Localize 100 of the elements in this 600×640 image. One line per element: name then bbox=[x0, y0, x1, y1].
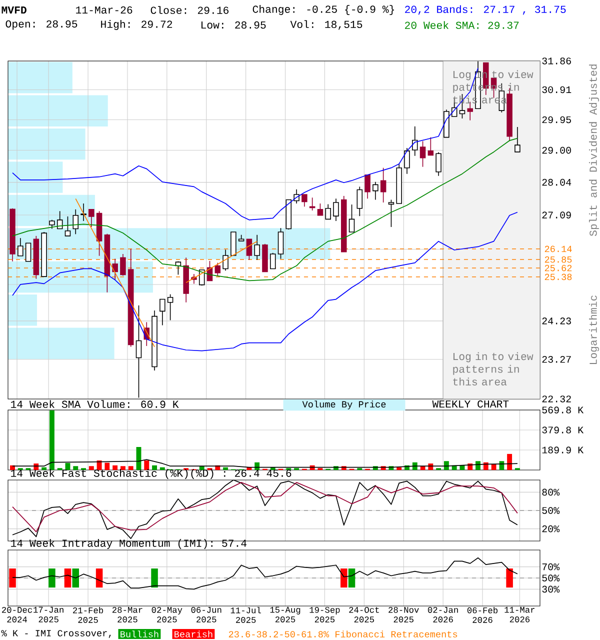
candlestick bbox=[112, 258, 118, 280]
x-tick-label: 19-Sep 2025 bbox=[310, 606, 340, 622]
candlestick bbox=[278, 228, 284, 260]
x-tick-label: 28-Nov 2025 bbox=[388, 606, 419, 622]
y-axis-title: Split and Dividend Adjusted bbox=[589, 64, 599, 236]
x-tick-label: 21-Feb 2025 bbox=[73, 606, 104, 623]
x-tick-label: 24-Oct 2025 bbox=[349, 606, 379, 622]
candlestick bbox=[412, 126, 418, 156]
bar bbox=[8, 128, 86, 160]
text: Low: 28.95 bbox=[202, 21, 266, 29]
y-tick-label: 27.09 bbox=[542, 212, 571, 218]
y-tick-label: 23.27 bbox=[542, 356, 571, 363]
y-tick-label: 50% bbox=[542, 574, 560, 582]
bar bbox=[144, 460, 150, 470]
annotation: Log in to view patterns in this area bbox=[453, 352, 534, 386]
text: Logarithmic bbox=[589, 296, 599, 364]
bar bbox=[223, 467, 228, 470]
candlestick bbox=[420, 140, 426, 168]
y-tick-label: 28.04 bbox=[542, 178, 572, 186]
candlestick bbox=[514, 126, 520, 152]
bar bbox=[507, 454, 512, 470]
candlestick bbox=[302, 194, 308, 208]
x-tick-label: 20-Dec 2024 bbox=[2, 606, 32, 622]
x-tick-label: 06-Jun 2025 bbox=[191, 606, 222, 622]
bar bbox=[73, 466, 78, 470]
text: Bearish bbox=[174, 630, 212, 638]
candlestick bbox=[309, 197, 316, 211]
chart-title: 14 Week Fast Stochastic (%K)(%D) : 26.4 45.6 bbox=[11, 469, 292, 479]
bar bbox=[88, 466, 94, 470]
x-tick-label: 15-Aug 2025 bbox=[270, 606, 300, 622]
y-tick-label: 29.95 bbox=[542, 116, 571, 124]
candlestick bbox=[160, 298, 166, 326]
ref-line-label: 25.62 bbox=[544, 264, 572, 272]
text: 23.6-38.2-50-61.8% Fibonacci Retracements bbox=[228, 630, 458, 638]
y-tick-label: 80% bbox=[542, 488, 560, 496]
candlestick bbox=[254, 234, 260, 260]
text: WEEKLY CHART bbox=[432, 400, 509, 408]
y-tick-label: 379.8 K bbox=[542, 426, 584, 434]
chart-title: 14 Week Intraday Momentum (IMI): 57.4 bbox=[11, 539, 247, 549]
candlestick bbox=[364, 174, 370, 200]
bar bbox=[8, 328, 114, 360]
bar bbox=[160, 467, 165, 470]
ref-line-label: 25.85 bbox=[544, 256, 572, 263]
bar bbox=[8, 162, 63, 193]
candlestick bbox=[325, 204, 331, 220]
candlestick bbox=[214, 262, 221, 276]
x-tick-label: 11-Jul 2025 bbox=[230, 606, 261, 623]
candlestick bbox=[80, 203, 86, 222]
ref-line-label: 25.38 bbox=[544, 274, 572, 280]
chart-title: MVFD bbox=[2, 6, 26, 14]
bar bbox=[8, 95, 108, 126]
y-tick-label: 70% bbox=[542, 563, 560, 570]
candlestick bbox=[356, 186, 363, 216]
candlestick bbox=[436, 152, 442, 176]
y-tick-label: 31.86 bbox=[542, 58, 571, 64]
x-tick-label: 28-Mar 2025 bbox=[112, 606, 142, 622]
bar bbox=[112, 465, 118, 470]
candlestick bbox=[404, 148, 410, 174]
y-tick-label: 50% bbox=[542, 507, 560, 514]
text: 20 Week SMA: 29.37 bbox=[405, 21, 519, 29]
bar bbox=[42, 467, 47, 470]
candlestick bbox=[18, 238, 24, 256]
candlestick bbox=[348, 204, 355, 232]
bar bbox=[120, 466, 126, 470]
x-tick-label: 02-May 2025 bbox=[152, 606, 182, 622]
bar bbox=[460, 465, 465, 470]
y-tick-label: 24.23 bbox=[542, 318, 571, 324]
y-tick-label: 20% bbox=[542, 525, 560, 532]
bar bbox=[8, 294, 37, 326]
candlestick bbox=[270, 252, 276, 270]
bar bbox=[8, 62, 72, 94]
line-series bbox=[12, 138, 518, 282]
y-tick-label: 29.00 bbox=[542, 146, 571, 154]
bar bbox=[152, 465, 158, 470]
ref-line-label: 26.14 bbox=[544, 246, 572, 252]
candlestick bbox=[64, 216, 71, 236]
text: 11-Mar-26 bbox=[76, 6, 132, 14]
candlestick bbox=[372, 182, 378, 200]
line-series bbox=[12, 459, 518, 468]
candlestick bbox=[380, 167, 386, 203]
x-tick-label: 11-Mar 2026 bbox=[504, 606, 535, 622]
y-tick-label: 30% bbox=[542, 586, 560, 593]
y-tick-label: 22.32 bbox=[542, 396, 571, 402]
candlestick bbox=[428, 136, 434, 156]
candlestick bbox=[317, 203, 324, 216]
y-tick-label: 189.9 K bbox=[542, 446, 584, 454]
bar bbox=[104, 462, 110, 470]
candlestick bbox=[230, 232, 236, 256]
text: 20,2 Bands: 27.17 , 31.75 bbox=[405, 5, 566, 15]
bar bbox=[254, 462, 260, 470]
text: Close: 29.16 bbox=[150, 6, 229, 14]
y-tick-label: 30.91 bbox=[542, 86, 572, 94]
candlestick bbox=[222, 249, 228, 272]
bar bbox=[49, 410, 54, 470]
candlestick bbox=[25, 242, 32, 262]
x-tick-label: 02-Jan 2026 bbox=[428, 606, 458, 622]
bar bbox=[491, 464, 496, 470]
text: Bullish bbox=[120, 630, 158, 638]
candlestick bbox=[120, 254, 126, 276]
text: Open: 28.95 bbox=[6, 20, 78, 30]
